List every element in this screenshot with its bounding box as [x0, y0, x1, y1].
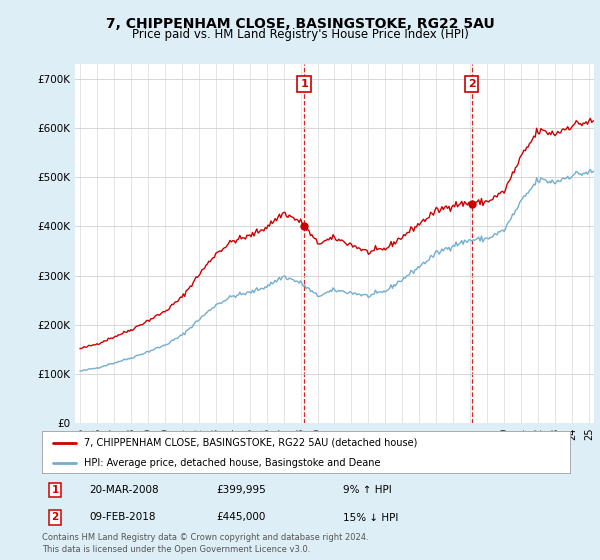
Text: 7, CHIPPENHAM CLOSE, BASINGSTOKE, RG22 5AU (detached house): 7, CHIPPENHAM CLOSE, BASINGSTOKE, RG22 5… [84, 438, 418, 448]
Text: 20-MAR-2008: 20-MAR-2008 [89, 485, 159, 495]
Text: £399,995: £399,995 [216, 485, 266, 495]
Text: £445,000: £445,000 [216, 512, 266, 522]
Text: 15% ↓ HPI: 15% ↓ HPI [343, 512, 398, 522]
Text: Price paid vs. HM Land Registry's House Price Index (HPI): Price paid vs. HM Land Registry's House … [131, 28, 469, 41]
Text: HPI: Average price, detached house, Basingstoke and Deane: HPI: Average price, detached house, Basi… [84, 458, 381, 468]
Text: 2: 2 [52, 512, 59, 522]
Text: Contains HM Land Registry data © Crown copyright and database right 2024.
This d: Contains HM Land Registry data © Crown c… [42, 533, 368, 554]
Text: 2: 2 [468, 79, 475, 88]
Text: 9% ↑ HPI: 9% ↑ HPI [343, 485, 392, 495]
Text: 1: 1 [300, 79, 308, 88]
Text: 1: 1 [52, 485, 59, 495]
Text: 7, CHIPPENHAM CLOSE, BASINGSTOKE, RG22 5AU: 7, CHIPPENHAM CLOSE, BASINGSTOKE, RG22 5… [106, 17, 494, 31]
Text: 09-FEB-2018: 09-FEB-2018 [89, 512, 156, 522]
